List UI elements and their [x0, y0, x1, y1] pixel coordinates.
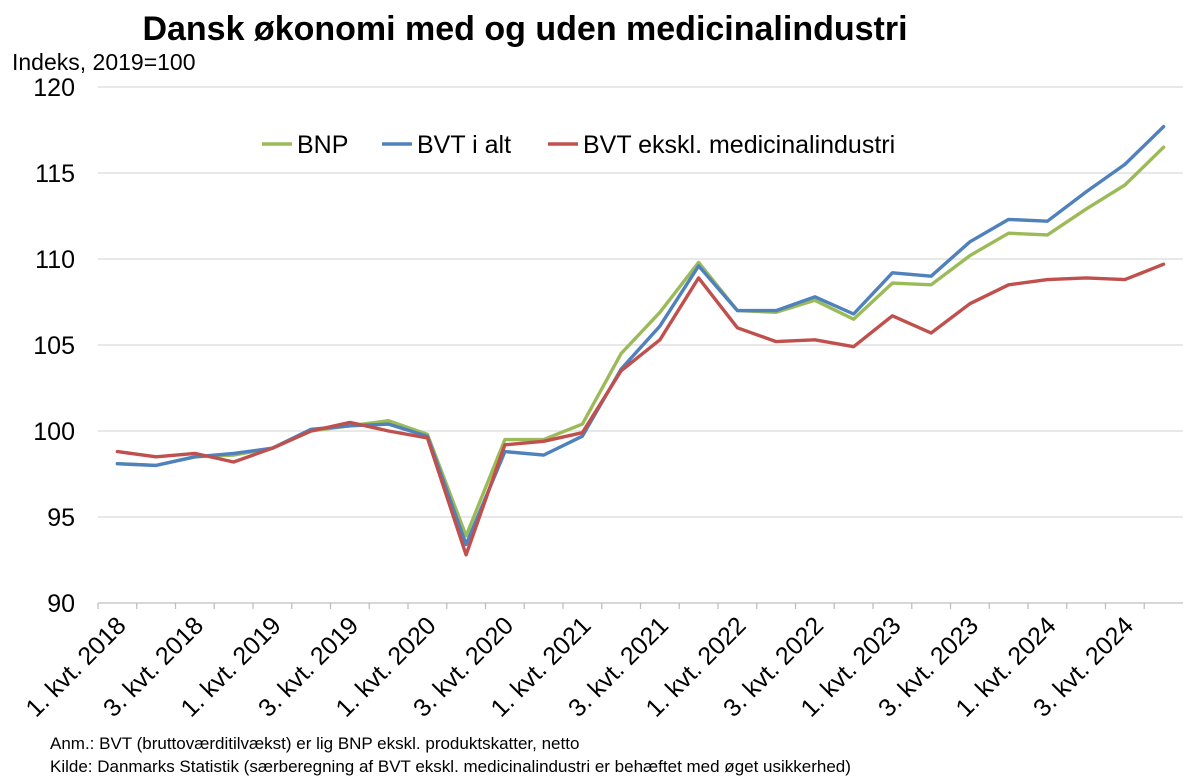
y-tick-label: 110 — [35, 246, 75, 274]
y-tick-labels: 90 95 100 105 110 115 120 — [33, 74, 75, 618]
legend-label: BVT i alt — [417, 131, 511, 159]
chart-title: Dansk økonomi med og uden medicinalindus… — [142, 10, 907, 48]
series-line-2 — [115, 124, 1166, 547]
legend-label: BVT ekskl. medicinalindustri — [583, 131, 895, 159]
series-lines — [115, 124, 1166, 557]
legend: BNP BVT i alt BVT ekskl. medicinalindustri — [262, 131, 895, 159]
y-tick-label: 105 — [33, 332, 75, 360]
y-tick-label: 115 — [35, 160, 75, 188]
footnote-anm: Anm.: BVT (bruttoværditilvækst) er lig B… — [50, 734, 580, 753]
legend-label: BNP — [297, 131, 348, 159]
gridlines — [97, 86, 1183, 609]
y-tick-label: 100 — [33, 418, 75, 446]
y-axis-label: Indeks, 2019=100 — [12, 49, 196, 75]
y-tick-label: 95 — [47, 504, 75, 532]
y-tick-label: 120 — [33, 74, 75, 102]
series-line-3 — [115, 262, 1166, 557]
y-tick-label: 90 — [47, 590, 75, 618]
series-line-1 — [115, 145, 1166, 538]
footnote-source: Kilde: Danmarks Statistik (særberegning … — [50, 757, 851, 776]
